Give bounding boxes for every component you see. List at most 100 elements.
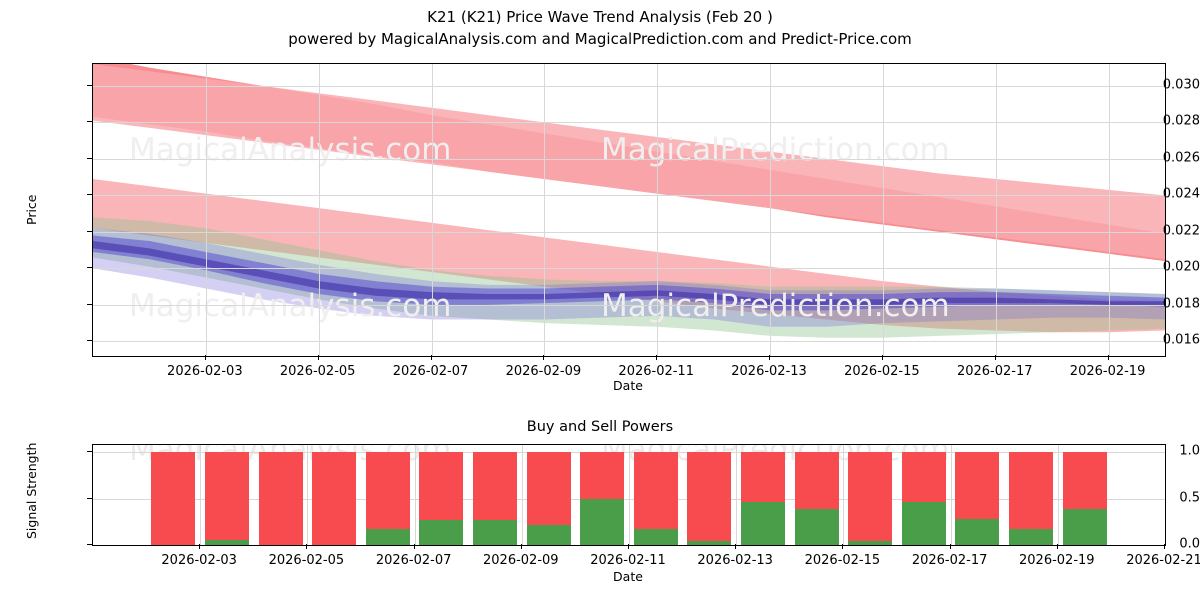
- x-tick-label: 2026-02-09: [505, 364, 582, 379]
- price-wave-bands: [93, 64, 1165, 338]
- bar-group[interactable]: [1062, 452, 1107, 545]
- buy-power-bar[interactable]: [473, 520, 517, 545]
- y-tick-label: 0.5: [1179, 490, 1200, 506]
- y-tick-label: 0.026: [1162, 150, 1200, 166]
- sell-power-bar[interactable]: [473, 452, 517, 520]
- x-tick-mark: [204, 355, 206, 360]
- x-tick-mark: [735, 544, 737, 549]
- bar-group[interactable]: [687, 452, 732, 545]
- x-tick-label: 2026-02-03: [161, 553, 237, 568]
- buy-power-bar[interactable]: [848, 541, 893, 545]
- sell-power-bar[interactable]: [794, 452, 839, 509]
- x-tick-mark: [656, 355, 658, 360]
- sell-power-bar[interactable]: [151, 452, 196, 545]
- buy-power-bar[interactable]: [741, 502, 785, 545]
- gridline-horizontal: [93, 341, 1165, 343]
- buy-power-bar[interactable]: [526, 524, 571, 545]
- y-tick-label: 0.030: [1162, 77, 1200, 93]
- bar-group[interactable]: [365, 452, 410, 545]
- y-tick-label: 0.016: [1162, 332, 1200, 348]
- chart-title-block: K21 (K21) Price Wave Trend Analysis (Feb…: [0, 6, 1200, 50]
- sell-power-bar[interactable]: [205, 452, 249, 541]
- sell-power-bar[interactable]: [848, 452, 893, 542]
- bar-group[interactable]: [633, 452, 678, 545]
- gridline-vertical: [544, 64, 546, 356]
- y-tick-label: 0.024: [1162, 186, 1200, 202]
- buy-power-bar[interactable]: [1009, 529, 1053, 545]
- price-wave-panel: MagicalAnalysis.com MagicalPrediction.co…: [24, 63, 1200, 393]
- buy-power-bar[interactable]: [419, 520, 464, 545]
- x-tick-mark: [769, 355, 771, 360]
- x-tick-label: 2026-02-21: [1126, 553, 1200, 568]
- x-tick-mark: [1107, 355, 1109, 360]
- bar-group[interactable]: [419, 452, 464, 545]
- sell-power-bar[interactable]: [419, 452, 464, 520]
- buy-power-bar[interactable]: [687, 541, 732, 545]
- sell-power-bar[interactable]: [1009, 452, 1053, 530]
- bar-group[interactable]: [473, 452, 517, 545]
- buy-power-bar[interactable]: [1062, 508, 1107, 545]
- y-tick-mark: [87, 340, 92, 342]
- bar-group[interactable]: [794, 452, 839, 545]
- buy-power-bar[interactable]: [633, 529, 678, 545]
- buy-power-bar[interactable]: [901, 502, 946, 545]
- gridline-vertical: [995, 64, 997, 356]
- y-tick-mark: [87, 451, 92, 453]
- buy-power-bar[interactable]: [580, 498, 625, 545]
- sell-power-bar[interactable]: [258, 452, 303, 545]
- sell-power-bar[interactable]: [312, 452, 357, 545]
- price-wave-plot-area[interactable]: MagicalAnalysis.com MagicalPrediction.co…: [92, 63, 1166, 357]
- x-tick-label: 2026-02-05: [268, 553, 345, 568]
- gridline-vertical: [414, 445, 416, 545]
- bar-group[interactable]: [741, 452, 785, 545]
- sell-power-bar[interactable]: [633, 452, 678, 530]
- gridline-horizontal: [93, 158, 1165, 160]
- sell-power-bar[interactable]: [1062, 452, 1107, 509]
- x-tick-label: 2026-02-07: [375, 553, 452, 568]
- gridline-vertical: [431, 64, 433, 356]
- gridline-vertical: [1057, 445, 1059, 545]
- bar-group[interactable]: [955, 452, 1000, 545]
- x-tick-mark: [1056, 544, 1058, 549]
- buy-sell-powers-panel: Buy and Sell Powers MagicalAnalysis.com …: [0, 400, 1200, 600]
- buy-power-bar[interactable]: [205, 540, 249, 545]
- y-tick-label: 0.022: [1162, 223, 1200, 239]
- x-tick-mark: [1164, 544, 1165, 549]
- bar-group[interactable]: [205, 452, 249, 545]
- x-tick-label: 2026-02-19: [1019, 553, 1095, 568]
- y-tick-mark: [87, 157, 92, 159]
- x-tick-label: 2026-02-03: [167, 364, 243, 379]
- bar-group[interactable]: [1009, 452, 1053, 545]
- bar-group[interactable]: [580, 452, 625, 545]
- sell-power-bar[interactable]: [580, 452, 625, 499]
- bar-group[interactable]: [258, 452, 303, 545]
- x-tick-label: 2026-02-17: [956, 364, 1033, 379]
- sell-power-bar[interactable]: [741, 452, 785, 503]
- buy-sell-plot-area[interactable]: MagicalAnalysis.com MagicalPrediction.co…: [92, 444, 1166, 546]
- sell-power-bar[interactable]: [955, 452, 1000, 520]
- buy-power-bar[interactable]: [955, 519, 1000, 545]
- sell-power-bar[interactable]: [526, 452, 571, 525]
- band-wave-band-core: [93, 241, 1165, 305]
- x-tick-mark: [199, 544, 201, 549]
- bar-group[interactable]: [151, 452, 196, 545]
- sell-power-bar[interactable]: [365, 452, 410, 530]
- price-axis-y-title: Price: [24, 194, 39, 226]
- x-tick-mark: [842, 544, 844, 549]
- x-tick-mark: [949, 544, 951, 549]
- y-tick-label: 0.020: [1162, 259, 1200, 275]
- sell-power-bar[interactable]: [901, 452, 946, 503]
- bar-group[interactable]: [901, 452, 946, 545]
- sell-power-bar[interactable]: [687, 452, 732, 542]
- buy-power-bar[interactable]: [365, 529, 410, 545]
- buy-power-bar[interactable]: [794, 508, 839, 545]
- bar-group[interactable]: [526, 452, 571, 545]
- gridline-vertical: [521, 445, 523, 545]
- x-tick-label: 2026-02-05: [279, 364, 356, 379]
- y-tick-mark: [87, 121, 92, 123]
- x-tick-mark: [413, 544, 415, 549]
- bar-group[interactable]: [848, 452, 893, 545]
- bar-group[interactable]: [312, 452, 357, 545]
- gridline-horizontal: [93, 231, 1165, 233]
- gridline-vertical: [200, 445, 202, 545]
